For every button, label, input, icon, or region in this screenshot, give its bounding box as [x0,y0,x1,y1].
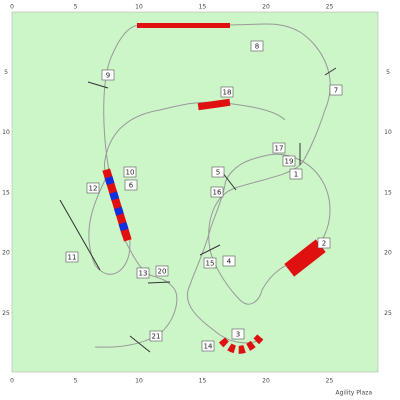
obstacle-number: 21 [152,333,161,341]
jumps [59,67,337,353]
obstacle-box [149,330,163,342]
obstacle-box [282,155,296,167]
obstacle-box [101,69,115,81]
obstacle-number: 15 [206,260,215,268]
x-tick-label: 0 [10,378,14,385]
obstacle-box [201,340,215,352]
obstacle-number: 20 [158,268,167,276]
y-tick-label: 10 [2,129,10,136]
x-tick-label: 20 [262,378,270,385]
x-tick-label: 10 [135,378,143,385]
tunnel [284,239,326,277]
obstacle-box [136,267,150,279]
obstacle-number: 10 [126,169,135,177]
y-tick-label: 20 [384,250,392,257]
footer: Agility Plaza [335,390,372,397]
weave-poles [102,168,132,242]
x-tick-label: 10 [135,4,143,11]
x-tick-label: 20 [262,4,270,11]
obstacle-number: 16 [213,189,222,197]
obstacle-box [203,257,217,269]
obstacle-box [220,86,234,98]
x-tick-label: 0 [10,4,14,11]
obstacle-number: 12 [89,185,98,193]
obstacle-number: 6 [129,182,134,190]
y-tick-label: 15 [2,189,10,196]
obstacle-number: 7 [334,87,338,95]
y-tick-label: 10 [384,129,392,136]
obstacle-box [210,186,224,198]
obstacle-number: 5 [216,169,220,177]
obstacle-box [65,251,79,263]
x-tick-label: 25 [326,4,334,11]
x-tick-label: 15 [199,378,207,385]
obstacle-box [250,40,264,52]
tire [197,98,231,111]
x-tick-label: 5 [74,378,78,385]
obstacle-number: 13 [139,270,148,278]
obstacle-number: 19 [285,158,294,166]
y-tick-label: 5 [4,69,8,76]
x-tick-label: 25 [326,378,334,385]
obstacle-number: 14 [204,343,213,351]
y-tick-label: 15 [384,189,392,196]
y-tick-label: 20 [2,250,10,257]
obstacle-number: 9 [106,72,110,80]
y-tick-label: 25 [384,310,392,317]
obstacle-number: 1 [294,171,298,179]
x-tick-label: 15 [199,4,207,11]
obstacle-number: 4 [227,258,232,266]
obstacle-box [329,84,343,96]
obstacle-number: 18 [223,89,232,97]
obstacle-box [123,166,137,178]
obstacle-number: 11 [68,254,77,262]
obstacle-box [317,237,331,249]
tunnel [137,23,230,28]
y-tick-label: 25 [2,310,10,317]
obstacle-box [231,328,245,340]
obstacle-number: 8 [255,43,259,51]
y-tick-label: 5 [386,69,390,76]
obstacle-box [86,182,100,194]
field [11,11,379,373]
obstacle-box [289,168,303,180]
obstacle-number: 2 [322,240,326,248]
obstacle-box [155,265,169,277]
obstacle-number: 17 [275,145,284,153]
curved-tunnel [218,332,266,354]
obstacle-box [222,255,236,267]
obstacle-box [124,179,138,191]
x-tick-label: 5 [74,4,78,11]
obstacle-box [272,142,286,154]
obstacle-number: 3 [236,331,240,339]
obstacle-box [211,166,225,178]
